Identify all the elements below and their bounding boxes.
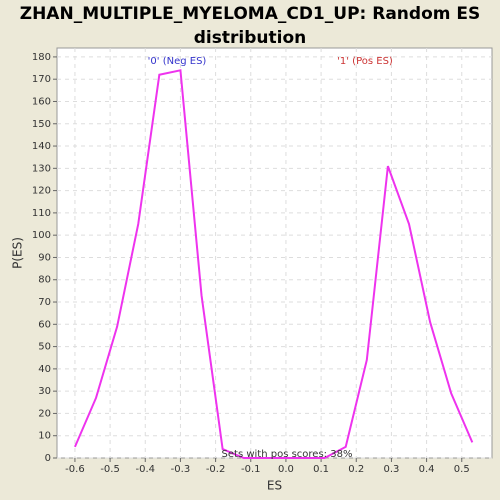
x-tick-label: 0.2 [348,464,364,475]
x-tick-label: 0.5 [454,464,470,475]
x-axis-label: ES [267,479,282,493]
y-tick-label: 10 [38,431,51,442]
y-tick-label: 140 [32,141,51,152]
y-tick-label: 110 [32,208,51,219]
x-tick-label: -0.6 [65,464,85,475]
y-tick-label: 40 [38,364,51,375]
x-tick-label: 0.0 [278,464,294,475]
y-tick-label: 90 [38,252,51,263]
y-tick-label: 30 [38,386,51,397]
annotation: '1' (Pos ES) [337,56,393,67]
y-tick-label: 160 [32,96,51,107]
y-tick-label: 120 [32,186,51,197]
x-tick-label: -0.5 [100,464,120,475]
chart-title: ZHAN_MULTIPLE_MYELOMA_CD1_UP: Random ES … [19,4,481,48]
plot-area [56,47,493,459]
x-tick-label: -0.1 [241,464,261,475]
y-axis-label: P(ES) [11,237,25,269]
y-tick-label: 0 [45,453,51,464]
x-tick-label: 0.1 [313,464,329,475]
y-tick-label: 180 [32,52,51,63]
y-tick-label: 70 [38,297,51,308]
y-tick-label: 130 [32,163,51,174]
y-tick-label: 80 [38,275,51,286]
x-tick-label: -0.2 [206,464,226,475]
y-tick-label: 100 [32,230,51,241]
x-tick-label: 0.3 [383,464,399,475]
y-tick-label: 60 [38,319,51,330]
annotation: Sets with pos scores: 38% [222,449,353,460]
y-tick-label: 170 [32,74,51,85]
y-tick-label: 20 [38,408,51,419]
annotation: '0' (Neg ES) [148,56,207,67]
x-tick-label: -0.4 [136,464,156,475]
y-tick-label: 50 [38,342,51,353]
y-tick-label: 150 [32,119,51,130]
x-tick-label: 0.4 [419,464,435,475]
x-tick-label: -0.3 [171,464,191,475]
data-line [74,69,474,459]
